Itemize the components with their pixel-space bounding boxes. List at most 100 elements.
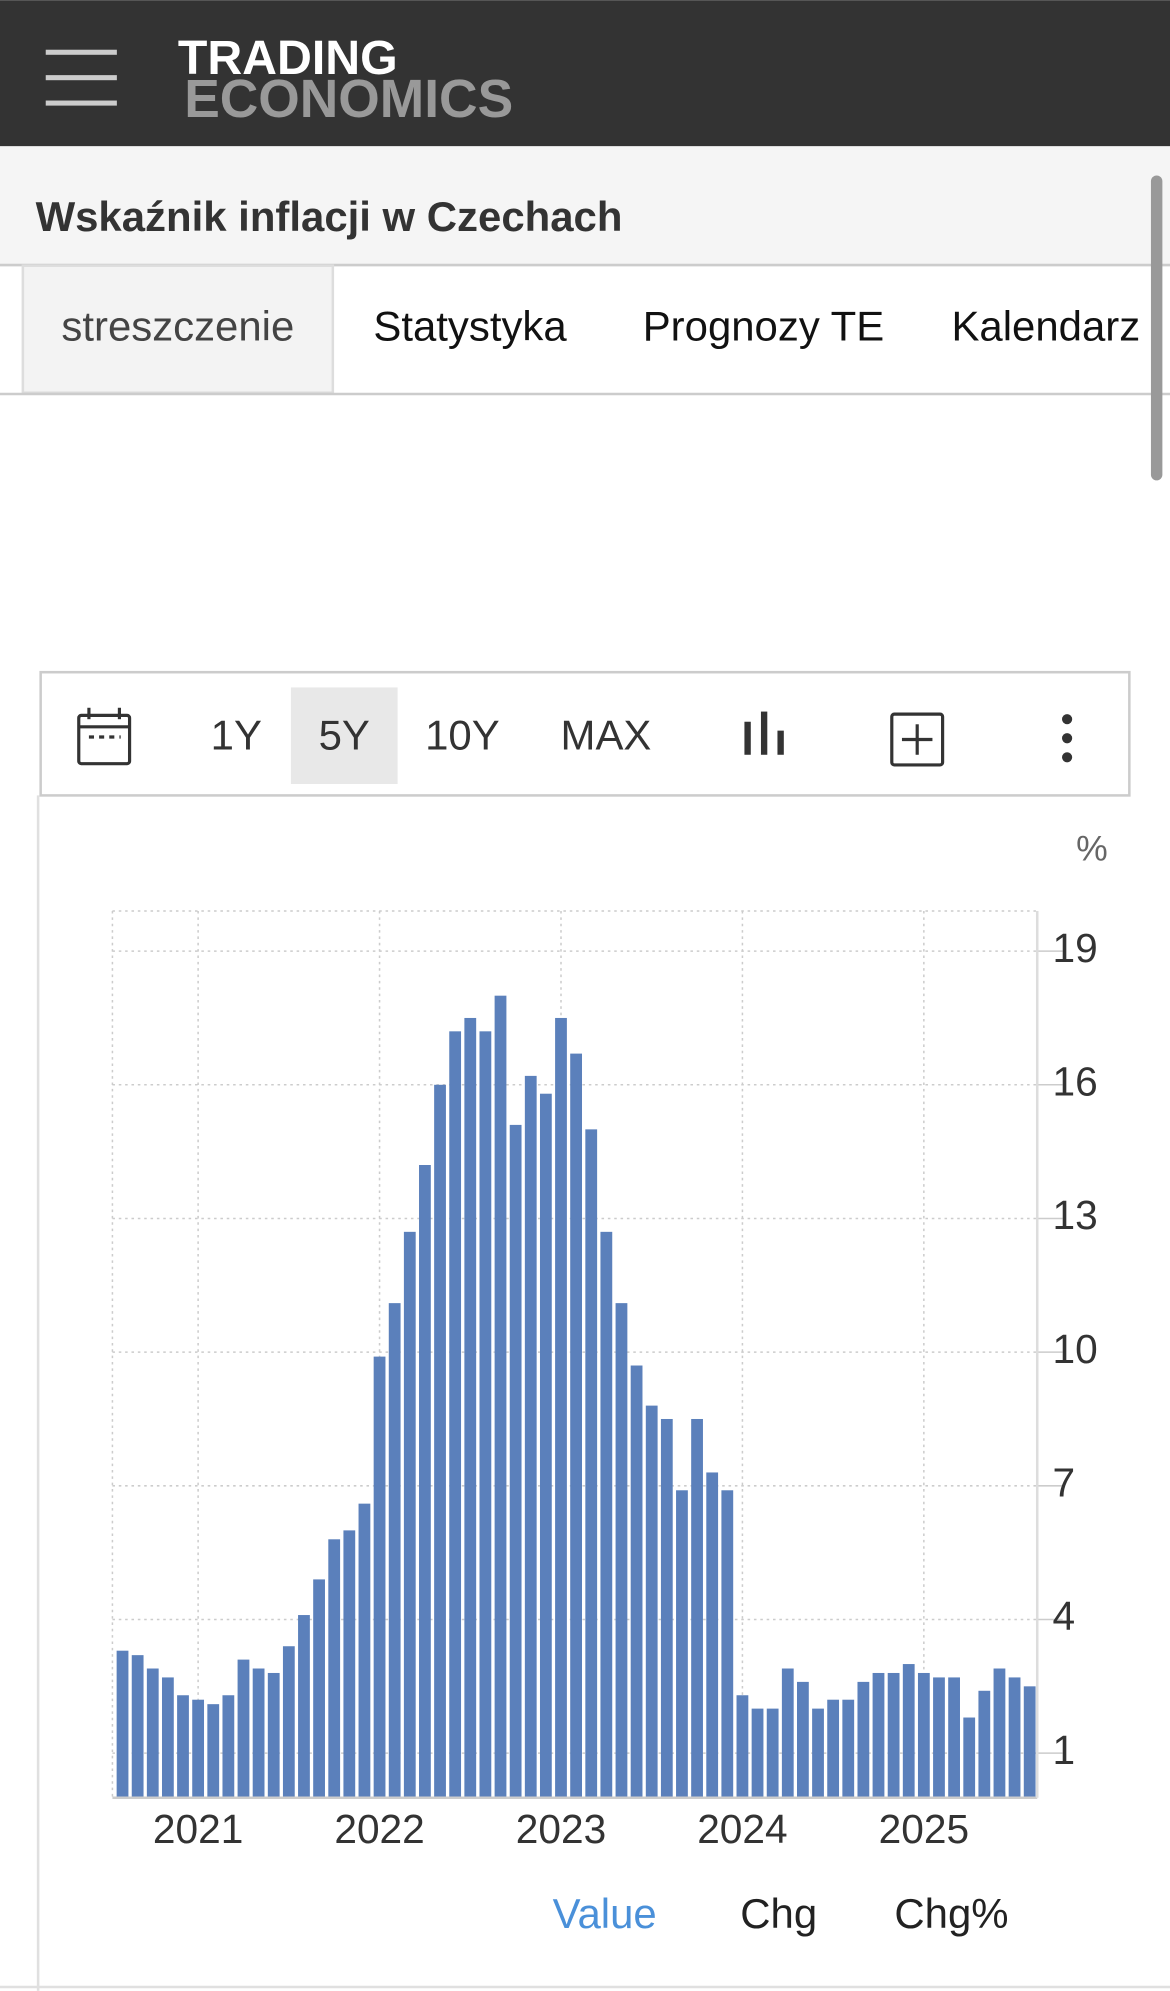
menu-button[interactable] — [45, 49, 117, 106]
bar — [177, 1695, 189, 1798]
data-toggle[interactable]: Chg% — [894, 1890, 1008, 1937]
bar — [464, 1017, 477, 1798]
bar — [403, 1231, 416, 1798]
bar — [857, 1681, 870, 1798]
bar — [434, 1084, 446, 1798]
bar — [146, 1668, 159, 1798]
y-tick-label: 19 — [1052, 925, 1097, 971]
calendar-frame — [77, 713, 132, 766]
bar — [328, 1539, 341, 1798]
x-tick-label: 2022 — [334, 1806, 424, 1852]
bar — [812, 1708, 824, 1798]
tab[interactable]: Statystyka — [373, 302, 567, 349]
add-icon[interactable] — [890, 712, 945, 767]
range-button[interactable]: MAX — [561, 711, 652, 758]
bar — [282, 1646, 295, 1798]
y-tick-label: 4 — [1052, 1593, 1075, 1639]
x-tick-label: 2024 — [697, 1806, 787, 1852]
bar — [479, 1031, 492, 1798]
bar — [585, 1129, 598, 1798]
data-toggle[interactable]: Chg — [740, 1890, 817, 1937]
y-tick-label: 10 — [1052, 1326, 1097, 1372]
bar — [766, 1708, 779, 1798]
dot — [1062, 733, 1073, 744]
bar — [872, 1672, 885, 1798]
bar — [207, 1704, 220, 1798]
icon-bar — [744, 721, 751, 755]
bar — [948, 1677, 960, 1798]
y-tick-label: 13 — [1052, 1192, 1097, 1238]
logo-bottom[interactable]: ECONOMICS — [184, 70, 513, 129]
menu-line — [45, 49, 117, 55]
bar — [691, 1418, 703, 1798]
range-button[interactable]: 5Y — [319, 711, 370, 758]
scrollbar[interactable] — [1150, 175, 1163, 481]
range-highlight — [290, 687, 398, 784]
y-tick-label: 16 — [1052, 1059, 1097, 1105]
bar — [933, 1677, 945, 1798]
x-tick-label: 2025 — [879, 1806, 969, 1852]
bar — [630, 1365, 643, 1798]
bar — [781, 1668, 794, 1798]
bar — [660, 1418, 673, 1798]
toolbar — [39, 670, 1131, 797]
bar — [222, 1695, 235, 1798]
dot — [1062, 714, 1073, 725]
bar — [343, 1530, 356, 1798]
bar-chart-icon[interactable] — [744, 711, 784, 755]
bar — [237, 1659, 250, 1798]
bar — [842, 1699, 855, 1798]
bar — [494, 995, 507, 1798]
more-icon[interactable] — [1062, 714, 1073, 763]
bar — [797, 1681, 809, 1798]
bar — [267, 1672, 280, 1798]
icon-bar — [777, 730, 784, 755]
bar — [116, 1650, 129, 1798]
bar — [449, 1031, 462, 1798]
title-band — [0, 146, 1170, 265]
bar — [645, 1405, 658, 1798]
bar — [539, 1093, 552, 1798]
bar — [902, 1664, 915, 1798]
bar — [751, 1708, 764, 1798]
header-bar — [0, 0, 1170, 147]
bar — [524, 1075, 537, 1798]
bar — [600, 1231, 613, 1798]
bar — [736, 1695, 749, 1798]
bar — [721, 1490, 734, 1798]
range-button[interactable]: 1Y — [211, 711, 262, 758]
bar — [827, 1699, 840, 1798]
bar — [161, 1677, 174, 1798]
bar — [963, 1717, 976, 1798]
bar — [509, 1124, 522, 1798]
add-frame — [890, 712, 945, 767]
bar — [358, 1503, 371, 1798]
y-tick-label: 7 — [1052, 1460, 1075, 1506]
page-title: Wskaźnik inflacji w Czechach — [36, 193, 623, 240]
calendar-icon[interactable] — [77, 707, 132, 766]
bar — [887, 1672, 900, 1798]
logo-top[interactable]: TRADING — [178, 31, 398, 85]
dot — [1062, 752, 1073, 763]
bar — [917, 1672, 930, 1798]
bar — [993, 1668, 1006, 1798]
bar — [298, 1615, 310, 1798]
bar — [131, 1655, 144, 1798]
tab[interactable]: Prognozy TE — [643, 302, 884, 349]
bar — [676, 1490, 688, 1798]
unit-label: % — [1076, 829, 1108, 869]
active-tab — [21, 264, 335, 394]
tab[interactable]: streszczenie — [61, 302, 294, 349]
bar — [419, 1165, 431, 1798]
menu-line — [45, 100, 117, 106]
tab[interactable]: Kalendarz — [951, 302, 1140, 349]
range-button[interactable]: 10Y — [425, 711, 500, 758]
bar — [706, 1472, 719, 1798]
x-tick-label: 2023 — [516, 1806, 606, 1852]
bar — [570, 1053, 583, 1798]
bar — [1023, 1686, 1036, 1798]
data-toggle[interactable]: Value — [553, 1890, 657, 1937]
bar — [313, 1579, 325, 1798]
